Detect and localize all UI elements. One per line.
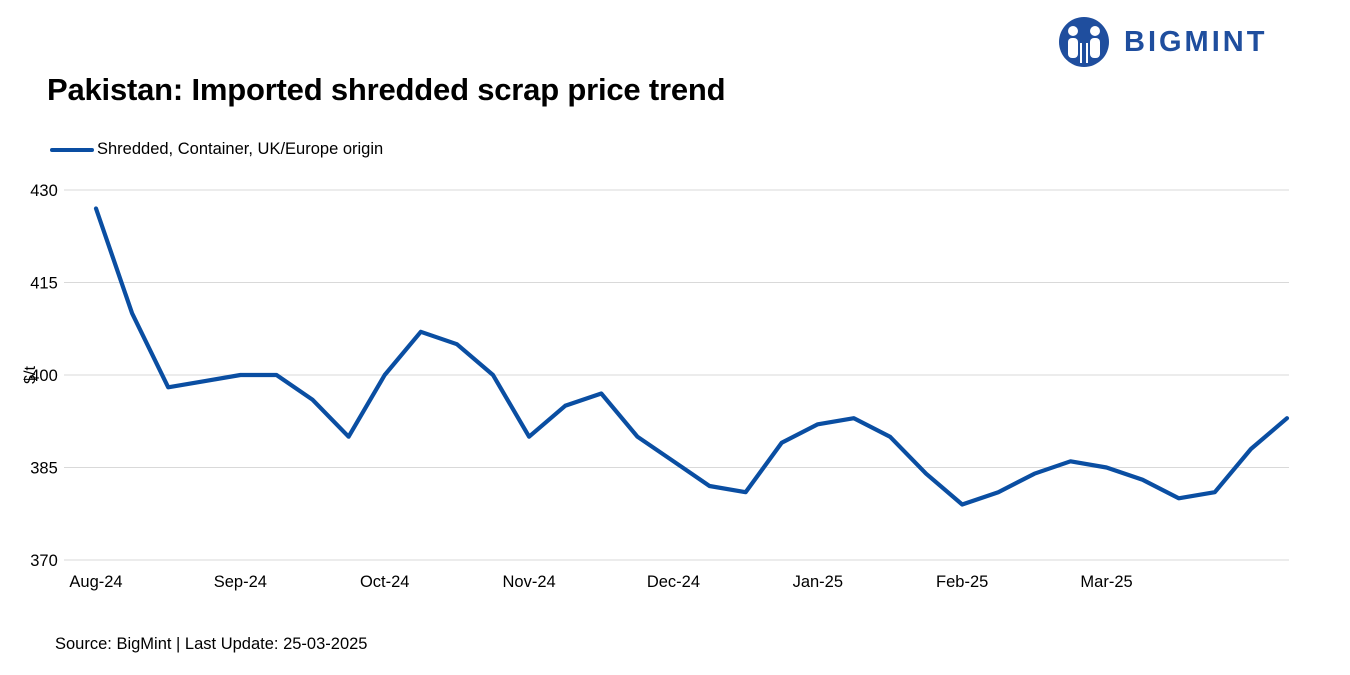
data-point — [455, 342, 459, 346]
data-point — [599, 392, 603, 396]
data-point — [563, 404, 567, 408]
data-point — [1141, 478, 1145, 482]
data-point — [852, 416, 856, 420]
x-tick-label: Dec-24 — [647, 573, 700, 591]
data-point — [1105, 466, 1109, 470]
legend-swatch — [50, 147, 94, 152]
data-point — [1068, 459, 1072, 463]
series-line-shredded — [93, 206, 1290, 507]
data-point — [1213, 490, 1217, 494]
data-point — [491, 373, 495, 377]
data-point — [744, 490, 748, 494]
data-point — [816, 422, 820, 426]
x-tick-label: Aug-24 — [69, 573, 122, 591]
data-point — [130, 311, 134, 315]
data-point — [960, 503, 964, 507]
data-point — [996, 490, 1000, 494]
data-point — [419, 330, 423, 334]
x-tick-label: Mar-25 — [1080, 573, 1132, 591]
y-tick-label: 430 — [30, 182, 58, 200]
x-tick-label: Oct-24 — [360, 573, 410, 591]
x-tick-label: Sep-24 — [214, 573, 267, 591]
data-point — [1249, 447, 1253, 451]
y-tick-label: 385 — [30, 460, 58, 478]
data-point — [311, 398, 315, 402]
chart-legend: Shredded, Container, UK/Europe origin — [50, 140, 383, 159]
data-point — [1285, 416, 1289, 420]
y-axis-label: $/t — [22, 366, 39, 384]
data-point — [708, 484, 712, 488]
x-tick-label: Jan-25 — [793, 573, 843, 591]
data-point — [202, 379, 206, 383]
chart-title: Pakistan: Imported shredded scrap price … — [47, 72, 726, 107]
data-point — [1177, 496, 1181, 500]
x-tick-label: Feb-25 — [936, 573, 988, 591]
source-note: Source: BigMint | Last Update: 25-03-202… — [55, 635, 368, 653]
data-point — [527, 435, 531, 439]
data-point — [635, 435, 639, 439]
data-point — [888, 435, 892, 439]
bigmint-logo: BIGMINT — [1058, 16, 1267, 68]
y-tick-label: 370 — [30, 552, 58, 570]
data-point — [94, 207, 98, 211]
data-point — [1032, 472, 1036, 476]
data-point — [274, 373, 278, 377]
y-tick-label: 415 — [30, 275, 58, 293]
x-tick-label: Nov-24 — [502, 573, 555, 591]
y-tick-label: 400 — [30, 367, 58, 385]
bigmint-logo-icon — [1059, 17, 1109, 67]
data-point — [166, 385, 170, 389]
data-point — [347, 435, 351, 439]
data-point — [924, 472, 928, 476]
logo-text: BIGMINT — [1124, 25, 1268, 58]
data-point — [238, 373, 242, 377]
data-point — [671, 459, 675, 463]
data-point — [780, 441, 784, 445]
data-point — [383, 373, 387, 377]
legend-label: Shredded, Container, UK/Europe origin — [97, 140, 384, 158]
